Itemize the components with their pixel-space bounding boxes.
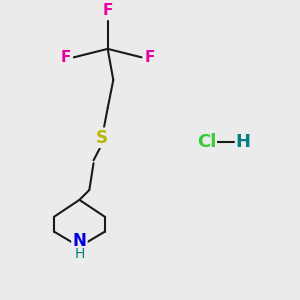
Text: H: H bbox=[74, 247, 85, 261]
Text: Cl: Cl bbox=[197, 133, 216, 151]
Text: N: N bbox=[73, 232, 86, 250]
Text: H: H bbox=[236, 133, 250, 151]
Text: S: S bbox=[96, 129, 108, 147]
Text: F: F bbox=[103, 3, 113, 18]
Text: F: F bbox=[61, 50, 71, 65]
Text: F: F bbox=[144, 50, 155, 65]
